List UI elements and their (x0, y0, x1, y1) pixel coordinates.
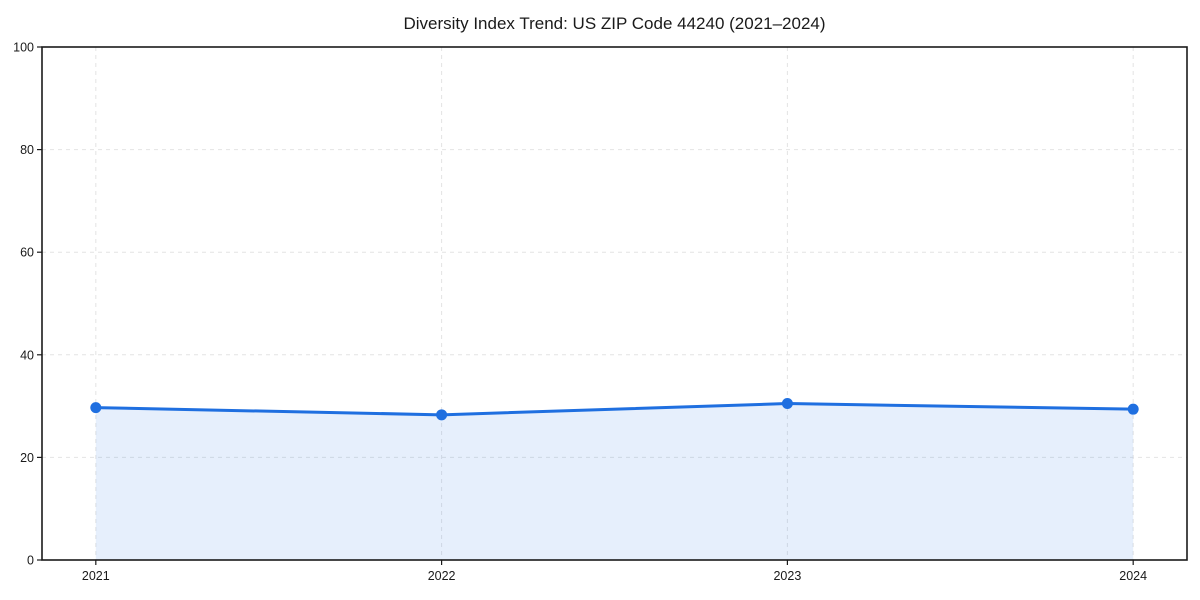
series-line (94, 402, 1135, 417)
x-tick-label-2021: 2021 (82, 569, 110, 583)
data-point-2022 (436, 409, 448, 421)
data-point-2023 (781, 398, 793, 410)
plot-area: 2021 2022 2023 2024 0 20 40 60 80 100 (13, 41, 1188, 583)
y-tick-label-40: 40 (20, 348, 34, 362)
y-tick-label-0: 0 (27, 554, 34, 568)
axes-frame (41, 46, 1188, 561)
y-tick-label-100: 100 (13, 41, 34, 55)
series-area-fill (95, 403, 1134, 560)
chart-title: Diversity Index Trend: US ZIP Code 44240… (403, 14, 825, 33)
x-tick-label-2024: 2024 (1119, 569, 1147, 583)
x-tick-label-2023: 2023 (773, 569, 801, 583)
y-tick-label-80: 80 (20, 143, 34, 157)
x-tick-label-2022: 2022 (428, 569, 456, 583)
y-tick-label-20: 20 (20, 451, 34, 465)
data-point-2021 (90, 402, 102, 414)
y-tick-label-60: 60 (20, 246, 34, 260)
data-point-2024 (1127, 403, 1139, 415)
